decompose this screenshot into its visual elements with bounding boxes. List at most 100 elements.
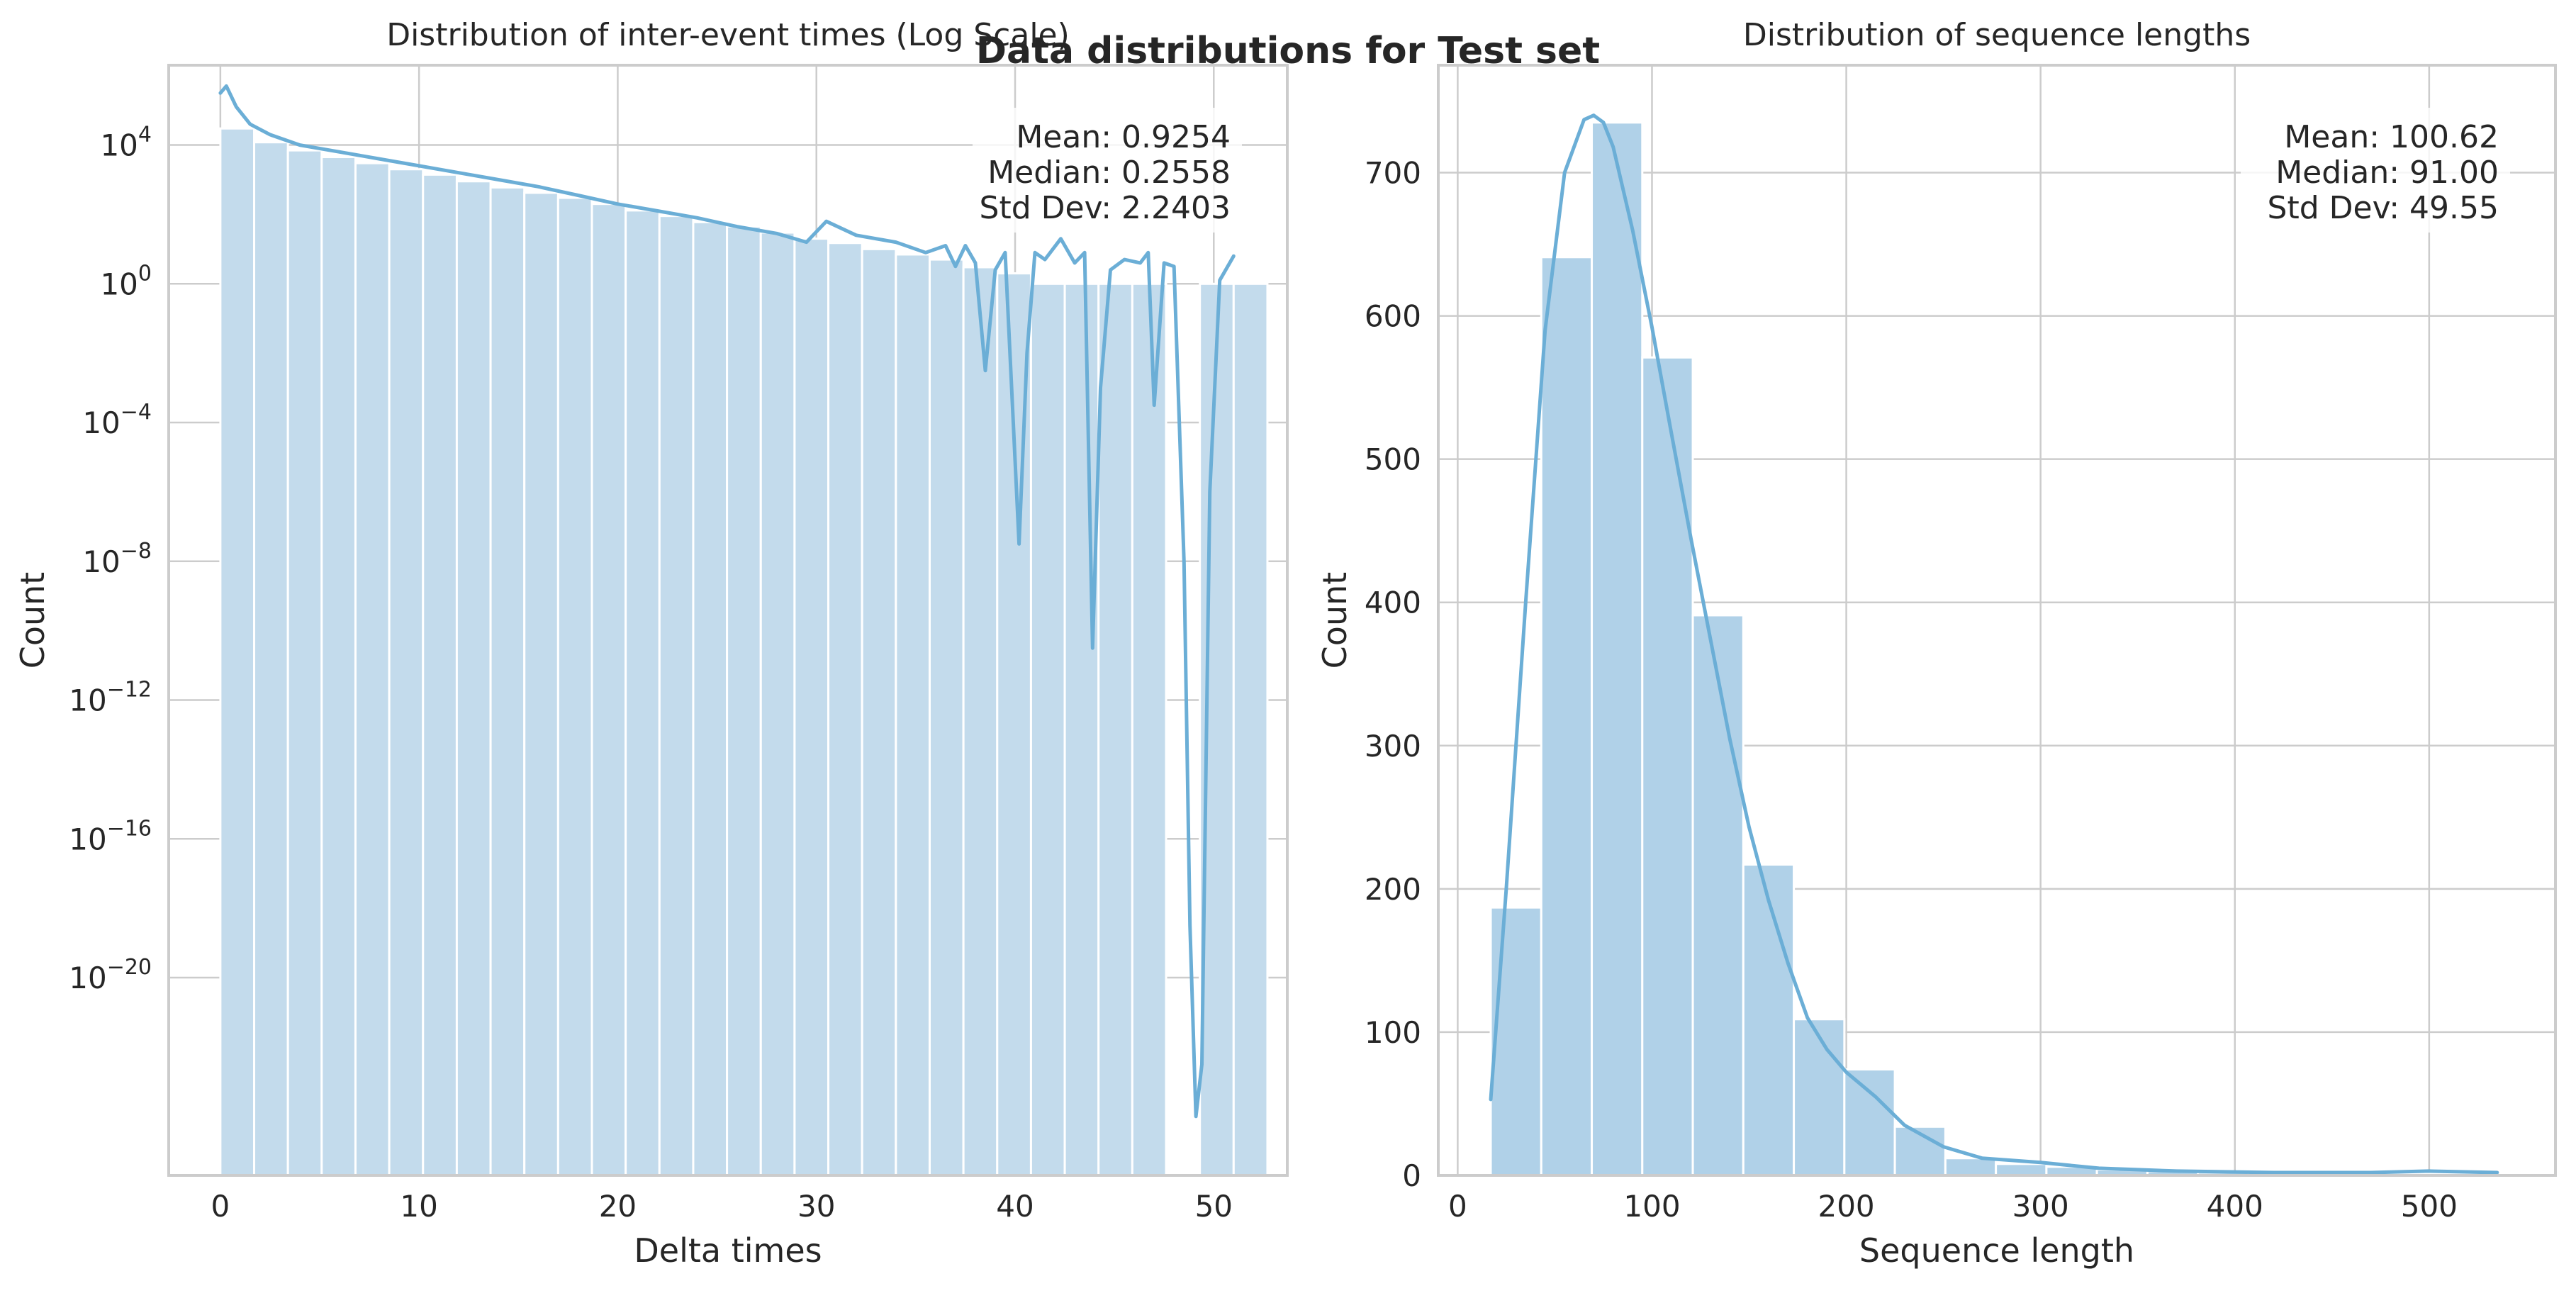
y-tick-label: 700 — [1365, 156, 1421, 191]
histogram-bar — [286, 149, 323, 1177]
histogram-bar — [455, 180, 492, 1177]
y-tick-exponent: −12 — [107, 678, 152, 703]
y-tick-base: 10 — [69, 822, 106, 856]
stats-annotation-line: Mean: 0.9254 — [1016, 119, 1231, 155]
histogram-bar — [1944, 1157, 1998, 1177]
kde-line — [1489, 113, 2499, 1175]
histogram-bar — [1131, 282, 1167, 1177]
x-tick-label: 400 — [2207, 1189, 2263, 1224]
stats-annotation-line: Std Dev: 49.55 — [2268, 190, 2499, 226]
x-tick-label: 0 — [211, 1189, 230, 1224]
histogram-bar — [1591, 121, 1644, 1177]
histogram-bar — [1232, 282, 1269, 1177]
stats-annotation-line: Median: 91.00 — [2275, 155, 2499, 191]
y-tick-exponent: −16 — [107, 816, 152, 841]
y-tick-label: 500 — [1365, 442, 1421, 477]
right-chart-panel: 0 100 200 300 400 500 0 100 200 300 400 500 600 700 Se… — [1316, 17, 2557, 1270]
y-tick-base: 10 — [100, 128, 138, 163]
y-tick-label: 100 — [100, 261, 152, 301]
histogram-bar — [590, 203, 627, 1177]
histogram-bar — [692, 220, 729, 1177]
y-tick-base: 10 — [69, 683, 106, 718]
y-tick-label: 10−12 — [69, 678, 152, 718]
y-tick-label: 400 — [1365, 586, 1421, 620]
left-chart-panel: 0 10 20 30 40 5010−2010−1610−1210−810−4100104… — [13, 17, 1289, 1270]
histogram-bar — [827, 242, 863, 1177]
axes-frame — [167, 64, 1289, 1177]
histogram-bar — [928, 258, 965, 1177]
y-tick-label: 10−20 — [69, 955, 152, 995]
stats-annotation-line: Median: 0.2558 — [987, 155, 1231, 191]
x-tick-label: 200 — [1818, 1189, 1874, 1224]
histogram-bar — [1995, 1163, 2048, 1177]
stats-box — [2241, 108, 2510, 233]
y-tick-base: 10 — [82, 544, 120, 579]
histogram-bar — [1641, 356, 1694, 1177]
x-axis-label: Sequence length — [1859, 1231, 2134, 1270]
histogram-bar — [1029, 282, 1066, 1177]
y-tick-exponent: −20 — [107, 955, 152, 980]
axes-frame — [1437, 64, 2557, 1177]
y-tick-label: 200 — [1365, 872, 1421, 907]
x-tick-label: 0 — [1448, 1189, 1467, 1224]
histogram-bar — [1742, 863, 1796, 1177]
histogram-bar — [1540, 256, 1594, 1177]
x-tick-label: 50 — [1195, 1189, 1233, 1224]
histogram-bar — [759, 231, 796, 1177]
histogram-bar — [1489, 906, 1542, 1177]
histogram-bar — [793, 237, 830, 1177]
x-tick-label: 20 — [599, 1189, 637, 1224]
y-tick-base: 10 — [100, 267, 138, 301]
x-tick-label: 500 — [2401, 1189, 2458, 1224]
y-tick-label: 100 — [1365, 1015, 1421, 1050]
y-tick-label: 600 — [1365, 299, 1421, 334]
stats-box — [973, 108, 1242, 233]
histogram-bar — [354, 162, 391, 1177]
histogram-bar — [962, 266, 999, 1177]
histogram-bar — [489, 186, 526, 1177]
histogram-bar — [726, 225, 762, 1177]
y-tick-label: 10−16 — [69, 816, 152, 856]
x-tick-label: 40 — [996, 1189, 1034, 1224]
x-tick-label: 300 — [2012, 1189, 2069, 1224]
histogram-bar — [1691, 614, 1745, 1177]
y-tick-exponent: 4 — [138, 123, 152, 147]
y-tick-label: 10−8 — [82, 539, 152, 579]
x-tick-label: 30 — [797, 1189, 835, 1224]
histogram-bar — [253, 141, 289, 1177]
histogram-bar — [219, 127, 256, 1177]
y-tick-base: 10 — [82, 406, 120, 440]
x-tick-label: 100 — [1623, 1189, 1680, 1224]
histogram-bar — [625, 209, 661, 1177]
y-tick-exponent: −4 — [121, 400, 152, 425]
chart-title: Distribution of inter-event times (Log S… — [386, 17, 1070, 53]
kde-line — [218, 84, 1236, 1119]
histogram-bar — [422, 173, 458, 1177]
y-tick-label: 104 — [100, 123, 152, 163]
histogram-bar — [388, 168, 425, 1177]
y-tick-label: 300 — [1365, 729, 1421, 764]
y-tick-base: 10 — [69, 961, 106, 995]
histogram-bar — [658, 215, 695, 1177]
histogram-bar — [1097, 282, 1133, 1177]
stats-annotation-line: Std Dev: 2.2403 — [980, 190, 1231, 226]
y-tick-exponent: 0 — [138, 261, 152, 286]
x-tick-label: 10 — [400, 1189, 437, 1224]
chart-title: Distribution of sequence lengths — [1743, 17, 2251, 53]
histogram-bar — [320, 156, 357, 1177]
x-axis-label: Delta times — [634, 1231, 822, 1270]
y-axis-label: Count — [13, 572, 52, 669]
histogram-bar — [1063, 282, 1100, 1177]
histogram-bar — [1793, 1018, 1846, 1177]
histogram-bar — [523, 191, 559, 1177]
stats-annotation-line: Mean: 100.62 — [2284, 119, 2499, 155]
y-tick-exponent: −8 — [121, 539, 152, 564]
y-tick-label: 0 — [1402, 1158, 1421, 1193]
histogram-bar — [895, 253, 931, 1177]
y-tick-label: 10−4 — [82, 400, 152, 440]
y-axis-label: Count — [1316, 572, 1354, 669]
histogram-bar — [861, 247, 897, 1177]
histogram-bar — [1843, 1068, 1896, 1177]
